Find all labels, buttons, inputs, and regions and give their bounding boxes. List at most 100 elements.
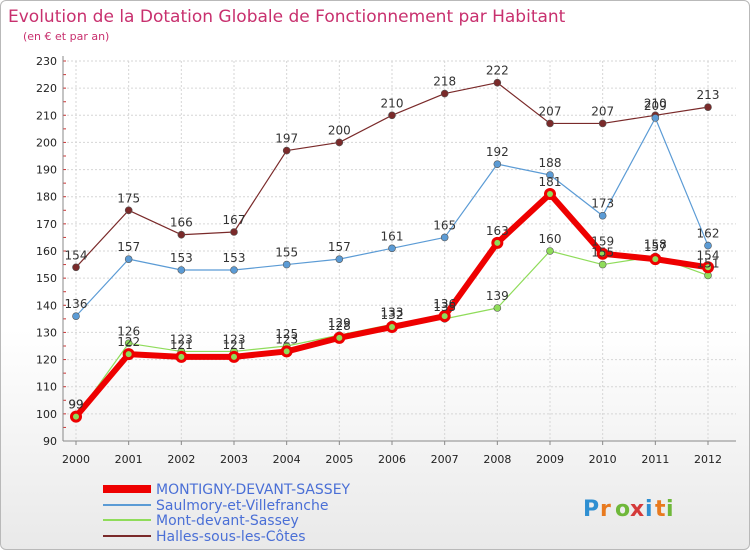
legend-label: Halles-sous-les-Côtes bbox=[156, 529, 306, 545]
data-label: 181 bbox=[539, 175, 562, 189]
data-point bbox=[598, 211, 607, 220]
data-point bbox=[282, 260, 291, 269]
x-tick-label: 2000 bbox=[62, 453, 90, 466]
data-point bbox=[335, 138, 344, 147]
y-tick-label: 190 bbox=[36, 164, 57, 177]
data-label: 213 bbox=[697, 88, 720, 102]
data-point bbox=[440, 233, 449, 242]
y-tick-label: 90 bbox=[43, 435, 57, 448]
data-labels: 154 175 166 167 197 200 210 218 222 207 207 210 213 1… bbox=[65, 64, 720, 412]
data-label: 167 bbox=[223, 213, 246, 227]
data-point bbox=[493, 78, 502, 87]
data-point-overlay bbox=[336, 334, 343, 341]
data-point bbox=[651, 114, 660, 122]
data-label: 210 bbox=[644, 96, 667, 110]
data-label: 157 bbox=[117, 240, 140, 254]
data-label: 163 bbox=[486, 224, 509, 238]
data-point bbox=[124, 339, 133, 348]
data-label: 210 bbox=[381, 96, 404, 110]
data-point bbox=[230, 228, 238, 236]
data-point bbox=[493, 160, 502, 168]
data-label: 155 bbox=[275, 246, 298, 260]
x-tick-label: 2008 bbox=[483, 453, 511, 466]
data-label: 154 bbox=[697, 248, 720, 262]
data-point-overlay bbox=[178, 353, 185, 360]
data-label: 121 bbox=[223, 338, 246, 352]
data-point bbox=[388, 111, 396, 120]
data-label: 161 bbox=[381, 229, 404, 243]
data-point bbox=[388, 244, 396, 253]
data-point bbox=[546, 171, 554, 179]
y-tick-label: 120 bbox=[36, 354, 57, 367]
data-point-overlay bbox=[652, 256, 659, 263]
chart-subtitle: (en € et par an) bbox=[23, 30, 109, 43]
data-label: 122 bbox=[117, 335, 140, 349]
y-tick-label: 170 bbox=[36, 218, 57, 231]
logo-letter: i bbox=[666, 497, 674, 522]
legend-label: MONTIGNY-DEVANT-SASSEY bbox=[156, 482, 351, 498]
chart-title: Evolution de la Dotation Globale de Fonc… bbox=[8, 7, 566, 27]
y-tick-label: 160 bbox=[36, 245, 57, 258]
data-point-overlay bbox=[389, 324, 395, 330]
data-point bbox=[124, 255, 133, 263]
legend: MONTIGNY-DEVANT-SASSEYSaulmory-et-Villef… bbox=[103, 482, 351, 545]
data-label: 207 bbox=[591, 104, 614, 118]
data-point bbox=[493, 304, 502, 312]
y-tick-label: 140 bbox=[36, 299, 57, 312]
data-point-overlay bbox=[547, 191, 553, 197]
data-point-overlay bbox=[705, 264, 711, 271]
x-tick-label: 2010 bbox=[589, 453, 617, 466]
data-label: 218 bbox=[433, 75, 456, 89]
y-tick-label: 150 bbox=[36, 272, 57, 285]
data-point bbox=[72, 263, 80, 272]
data-point bbox=[282, 146, 291, 155]
data-label: 123 bbox=[275, 332, 298, 346]
data-label: 157 bbox=[644, 240, 667, 254]
data-label: 153 bbox=[223, 251, 246, 265]
data-point-overlay bbox=[283, 348, 290, 355]
data-label: 158 bbox=[644, 237, 667, 251]
data-label: 133 bbox=[381, 305, 404, 319]
data-point-overlay bbox=[73, 413, 79, 420]
data-point-overlay bbox=[231, 353, 237, 360]
y-tick-label: 210 bbox=[36, 109, 57, 122]
logo-letter: t bbox=[655, 497, 666, 522]
y-tick-label: 220 bbox=[36, 82, 57, 95]
data-label: 200 bbox=[328, 123, 351, 137]
data-point bbox=[440, 89, 449, 98]
legend-label: Saulmory-et-Villefranche bbox=[156, 498, 328, 514]
data-point bbox=[177, 266, 186, 274]
data-label: 151 bbox=[697, 256, 720, 270]
data-label: 166 bbox=[170, 216, 193, 230]
y-tick-label: 110 bbox=[36, 381, 57, 394]
data-label: 123 bbox=[223, 332, 246, 346]
data-label: 175 bbox=[117, 191, 140, 205]
data-label: 135 bbox=[433, 300, 456, 314]
data-label: 155 bbox=[591, 246, 614, 260]
data-point-overlay bbox=[125, 351, 132, 358]
x-tick-label: 2002 bbox=[167, 453, 195, 466]
data-point bbox=[704, 103, 712, 111]
data-label: 125 bbox=[275, 327, 298, 341]
data-label: 162 bbox=[697, 227, 720, 241]
data-point-overlay bbox=[494, 239, 501, 246]
data-label: 153 bbox=[170, 251, 193, 265]
axes: 90 100 110 120 130 140 150 160 170 180 190 200 210 22… bbox=[36, 55, 736, 466]
data-point bbox=[598, 119, 607, 128]
logo-letter: i bbox=[645, 497, 653, 522]
y-tick-label: 130 bbox=[36, 326, 57, 339]
data-label: 173 bbox=[591, 197, 614, 211]
data-point-overlay bbox=[441, 313, 448, 320]
x-tick-label: 2011 bbox=[641, 453, 669, 466]
data-label: 154 bbox=[65, 248, 88, 262]
data-label: 188 bbox=[539, 156, 562, 170]
data-point bbox=[230, 266, 238, 274]
x-tick-label: 2012 bbox=[694, 453, 722, 466]
data-label: 159 bbox=[591, 235, 614, 249]
x-tick-label: 2007 bbox=[431, 453, 459, 466]
legend-label: Mont-devant-Sassey bbox=[156, 513, 299, 529]
y-tick-label: 180 bbox=[36, 191, 57, 204]
